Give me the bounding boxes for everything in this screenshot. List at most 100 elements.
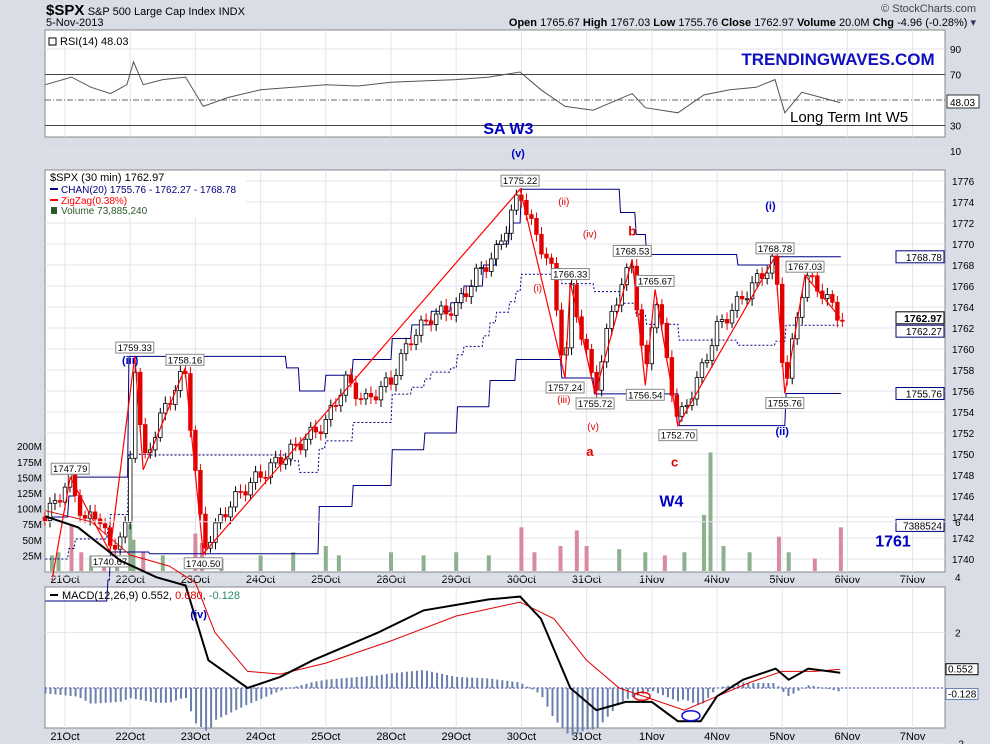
macd-histogram-bar [109, 688, 112, 703]
candle-body [82, 515, 88, 519]
candle-body [143, 424, 148, 454]
macd-histogram-bar [210, 688, 213, 728]
candle-body [584, 338, 589, 350]
volume-bar [617, 549, 622, 571]
macd-histogram-bar [697, 688, 700, 705]
candle-body [127, 457, 133, 523]
macd-histogram-bar [651, 688, 654, 692]
candle-body [443, 305, 449, 315]
pivot-label-box [658, 429, 698, 442]
macd-histogram-bar [501, 680, 504, 688]
candle-body [609, 310, 614, 329]
candle-body [258, 471, 263, 478]
candle-body [654, 304, 660, 329]
candle-body [343, 374, 349, 396]
macd-histogram-bar [646, 688, 649, 693]
candle-body [453, 302, 459, 316]
volume-bar [662, 555, 667, 571]
candle-body [408, 343, 414, 346]
candle-body [539, 233, 544, 255]
candle-body [428, 320, 434, 325]
legend-bg [46, 171, 246, 217]
pivot-label-box [165, 353, 205, 366]
pivot-label: 1759.33 [118, 343, 152, 354]
macd-histogram-bar [280, 688, 283, 691]
macd-histogram-bar [491, 678, 494, 688]
macd-histogram-bar [596, 688, 599, 729]
legend-volume: Volume 73,885,240 [61, 206, 148, 217]
macd-histogram-bar [410, 671, 413, 688]
candle-body [810, 275, 815, 278]
candle-body [589, 349, 594, 373]
macd-histogram-bar [722, 686, 725, 688]
exchange: INDX [218, 6, 245, 18]
ohlc-summary: Open 1765.67 High 1767.03 Low 1755.76 Cl… [509, 16, 976, 29]
volume-axis-label: 150M [17, 473, 42, 484]
candle-body [499, 240, 504, 246]
pivot-label: 1768.78 [758, 244, 792, 255]
macd-histogram-bar [350, 677, 353, 688]
pivot-label-box [50, 462, 90, 475]
price-axis-label: 1756 [952, 387, 975, 398]
macd-histogram-bar [335, 678, 338, 688]
wave-label-red: b [628, 224, 636, 239]
macd-histogram-bar [616, 688, 619, 706]
volume-bar [193, 533, 198, 571]
candle-body [509, 209, 514, 234]
x-tick-label-macd: 6Nov [835, 731, 861, 743]
candle-body [649, 327, 654, 365]
volume-bar [79, 552, 84, 571]
macd-histogram-bar [827, 688, 830, 690]
price-axis-label: 1748 [952, 471, 975, 482]
macd-histogram-bar [551, 688, 554, 716]
macd-histogram-bar [89, 688, 92, 704]
candle-body [729, 310, 735, 324]
candle-body [328, 405, 334, 420]
macd-histogram-bar [420, 670, 423, 688]
macd-histogram-bar [471, 677, 474, 688]
macd-histogram-bar [822, 687, 825, 689]
macd-histogram-bar [134, 688, 137, 700]
pivot-label: 1767.03 [788, 262, 822, 273]
dropdown-arrow-icon[interactable]: ▾ [970, 17, 976, 29]
volume-value: 20.0M [839, 17, 870, 29]
macd-histogram-bar [325, 679, 328, 688]
macd-histogram-bar [375, 675, 378, 688]
rsi-title: RSI(14) 48.03 [60, 36, 128, 48]
x-tick-label-macd: 25Oct [311, 731, 340, 743]
macd-histogram-bar [300, 685, 303, 688]
price-axis-label: 1766 [952, 282, 975, 293]
pivot-label: 1740.50 [186, 559, 220, 570]
rsi-axis-label: 30 [950, 122, 962, 133]
candle-body [383, 377, 389, 387]
macd-histogram-bar [446, 674, 449, 688]
macd-histogram-bar [687, 688, 690, 701]
macd-histogram-bar [285, 688, 288, 690]
high-value: 1767.03 [610, 17, 651, 29]
candle-body [403, 343, 409, 355]
pivot-label: 1766.33 [553, 270, 587, 281]
volume-bar [454, 552, 459, 571]
pivot-label-box [755, 242, 795, 255]
macd-histogram-bar [476, 677, 479, 688]
chart-title: $SPX S&P 500 Large Cap Index INDX [46, 2, 245, 19]
macd-histogram-bar [190, 688, 193, 712]
candle-body [719, 319, 725, 322]
candle-body [744, 298, 750, 301]
macd-histogram-bar [99, 688, 102, 704]
macd-histogram-bar [782, 688, 785, 692]
candle-body [800, 297, 805, 318]
candle-body [213, 522, 218, 543]
macd-histogram-bar [777, 686, 780, 688]
volume-bar [56, 552, 61, 571]
candle-body [474, 267, 479, 287]
macd-histogram-bar [139, 688, 142, 700]
macd-histogram-bar [200, 688, 203, 727]
macd-histogram-bar [787, 688, 790, 697]
macd-tag: 0.552 [948, 665, 973, 676]
volume-bar [532, 552, 537, 571]
wave-label-blue: (v) [511, 148, 525, 160]
price-axis-label: 1764 [952, 303, 975, 314]
volume-bar [323, 546, 328, 571]
candle-body [233, 491, 238, 508]
